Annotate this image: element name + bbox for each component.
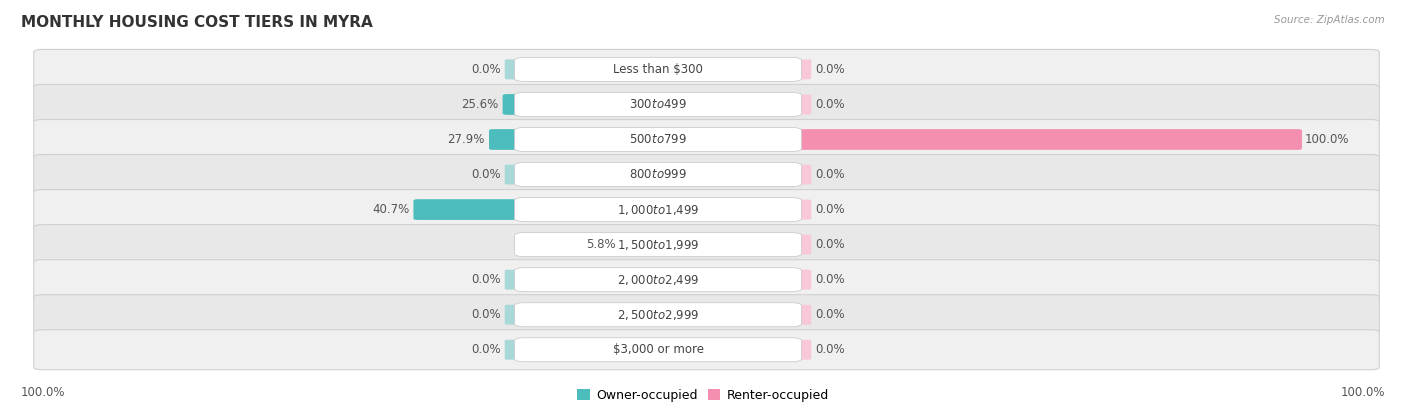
FancyBboxPatch shape [34, 154, 1379, 195]
FancyBboxPatch shape [515, 163, 801, 187]
Text: Less than $300: Less than $300 [613, 63, 703, 76]
Text: 40.7%: 40.7% [373, 203, 409, 216]
Text: 0.0%: 0.0% [471, 273, 501, 286]
FancyBboxPatch shape [515, 93, 801, 117]
Text: 0.0%: 0.0% [471, 63, 501, 76]
Text: MONTHLY HOUSING COST TIERS IN MYRA: MONTHLY HOUSING COST TIERS IN MYRA [21, 15, 373, 29]
Text: $300 to $499: $300 to $499 [628, 98, 688, 111]
FancyBboxPatch shape [413, 199, 662, 220]
Text: 5.8%: 5.8% [586, 238, 616, 251]
FancyBboxPatch shape [34, 49, 1379, 89]
FancyBboxPatch shape [620, 234, 662, 255]
Text: 100.0%: 100.0% [1340, 386, 1385, 399]
Text: Source: ZipAtlas.com: Source: ZipAtlas.com [1274, 15, 1385, 24]
FancyBboxPatch shape [515, 232, 801, 256]
Text: 0.0%: 0.0% [815, 98, 845, 111]
Text: 100.0%: 100.0% [21, 386, 66, 399]
Text: 0.0%: 0.0% [815, 238, 845, 251]
Text: $800 to $999: $800 to $999 [628, 168, 688, 181]
Text: 100.0%: 100.0% [1305, 133, 1350, 146]
Text: $1,000 to $1,499: $1,000 to $1,499 [617, 203, 699, 217]
Text: 0.0%: 0.0% [471, 168, 501, 181]
Legend: Owner-occupied, Renter-occupied: Owner-occupied, Renter-occupied [572, 384, 834, 407]
FancyBboxPatch shape [34, 190, 1379, 229]
Text: 0.0%: 0.0% [815, 308, 845, 321]
FancyBboxPatch shape [505, 270, 527, 290]
FancyBboxPatch shape [505, 59, 527, 79]
FancyBboxPatch shape [515, 57, 801, 81]
Text: $1,500 to $1,999: $1,500 to $1,999 [617, 238, 699, 251]
FancyBboxPatch shape [502, 94, 662, 115]
FancyBboxPatch shape [789, 270, 811, 290]
FancyBboxPatch shape [789, 234, 811, 254]
FancyBboxPatch shape [505, 340, 527, 360]
FancyBboxPatch shape [505, 305, 527, 325]
Text: 0.0%: 0.0% [815, 203, 845, 216]
FancyBboxPatch shape [489, 129, 662, 150]
FancyBboxPatch shape [789, 200, 811, 220]
FancyBboxPatch shape [34, 225, 1379, 265]
FancyBboxPatch shape [515, 198, 801, 222]
FancyBboxPatch shape [654, 129, 1302, 150]
Text: 27.9%: 27.9% [447, 133, 485, 146]
Text: $2,500 to $2,999: $2,500 to $2,999 [617, 308, 699, 322]
Text: 0.0%: 0.0% [815, 343, 845, 356]
FancyBboxPatch shape [789, 305, 811, 325]
FancyBboxPatch shape [34, 260, 1379, 300]
FancyBboxPatch shape [34, 120, 1379, 159]
Text: 0.0%: 0.0% [815, 168, 845, 181]
FancyBboxPatch shape [789, 59, 811, 79]
FancyBboxPatch shape [789, 95, 811, 115]
Text: 0.0%: 0.0% [471, 343, 501, 356]
FancyBboxPatch shape [34, 330, 1379, 370]
Text: $500 to $799: $500 to $799 [628, 133, 688, 146]
FancyBboxPatch shape [515, 303, 801, 327]
FancyBboxPatch shape [789, 165, 811, 185]
Text: 0.0%: 0.0% [471, 308, 501, 321]
Text: $2,000 to $2,499: $2,000 to $2,499 [617, 273, 699, 287]
FancyBboxPatch shape [789, 340, 811, 360]
Text: $3,000 or more: $3,000 or more [613, 343, 703, 356]
Text: 0.0%: 0.0% [815, 63, 845, 76]
FancyBboxPatch shape [34, 295, 1379, 334]
FancyBboxPatch shape [515, 127, 801, 151]
FancyBboxPatch shape [515, 268, 801, 292]
FancyBboxPatch shape [515, 338, 801, 362]
Text: 25.6%: 25.6% [461, 98, 498, 111]
FancyBboxPatch shape [34, 85, 1379, 124]
FancyBboxPatch shape [505, 165, 527, 185]
Text: 0.0%: 0.0% [815, 273, 845, 286]
